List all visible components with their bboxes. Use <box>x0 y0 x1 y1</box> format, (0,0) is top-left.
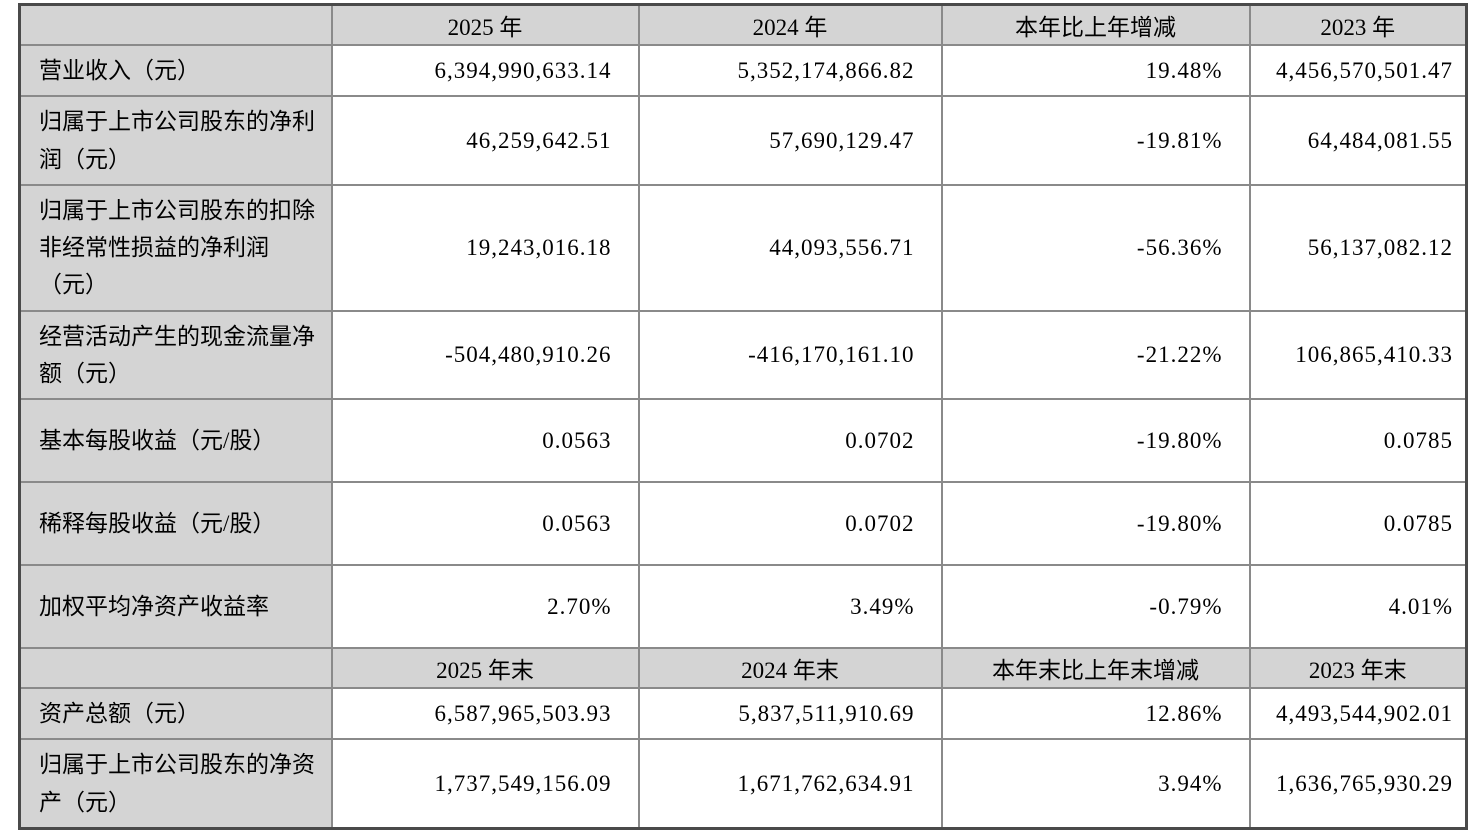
row-label: 归属于上市公司股东的净资产（元） <box>18 738 333 830</box>
value-2025: 6,587,965,503.93 <box>330 686 640 741</box>
row-basic-eps: 基本每股收益（元/股） 0.0563 0.0702 -19.80% 0.0785 <box>18 398 1468 483</box>
value-2023: 64,484,081.55 <box>1248 95 1468 186</box>
corner-cell <box>18 3 333 46</box>
value-2025: 0.0563 <box>330 398 640 483</box>
value-2023: 4.01% <box>1248 564 1468 649</box>
row-operating-cash-flow: 经营活动产生的现金流量净额（元） -504,480,910.26 -416,17… <box>18 309 1468 400</box>
value-change: 12.86% <box>940 686 1251 741</box>
value-2023: 4,456,570,501.47 <box>1248 43 1468 98</box>
value-2024: 3.49% <box>637 564 943 649</box>
row-label: 营业收入（元） <box>18 43 333 98</box>
row-label: 加权平均净资产收益率 <box>18 564 333 649</box>
value-2024: 5,352,174,866.82 <box>637 43 943 98</box>
row-net-assets-attributable: 归属于上市公司股东的净资产（元） 1,737,549,156.09 1,671,… <box>18 738 1468 830</box>
row-label: 资产总额（元） <box>18 686 333 741</box>
value-2025: 19,243,016.18 <box>330 183 640 312</box>
value-change: -19.80% <box>940 481 1251 566</box>
col-header-2025-end: 2025 年末 <box>330 647 640 689</box>
value-2024: 0.0702 <box>637 481 943 566</box>
value-2025: -504,480,910.26 <box>330 309 640 400</box>
row-label: 归属于上市公司股东的扣除非经常性损益的净利润（元） <box>18 183 333 312</box>
value-change: -19.80% <box>940 398 1251 483</box>
header-row-annual: 2025 年 2024 年 本年比上年增减 2023 年 <box>18 3 1468 46</box>
row-weighted-avg-roe: 加权平均净资产收益率 2.70% 3.49% -0.79% 4.01% <box>18 564 1468 649</box>
value-2024: -416,170,161.10 <box>637 309 943 400</box>
value-2024: 57,690,129.47 <box>637 95 943 186</box>
value-2024: 0.0702 <box>637 398 943 483</box>
value-change: -19.81% <box>940 95 1251 186</box>
value-2023: 4,493,544,902.01 <box>1248 686 1468 741</box>
row-net-profit-attributable: 归属于上市公司股东的净利润（元） 46,259,642.51 57,690,12… <box>18 95 1468 186</box>
value-2024: 44,093,556.71 <box>637 183 943 312</box>
value-change: -21.22% <box>940 309 1251 400</box>
col-header-2023: 2023 年 <box>1248 3 1468 46</box>
value-2025: 46,259,642.51 <box>330 95 640 186</box>
value-2025: 2.70% <box>330 564 640 649</box>
value-2025: 1,737,549,156.09 <box>330 738 640 830</box>
col-header-2023-end: 2023 年末 <box>1248 647 1468 689</box>
value-change: 3.94% <box>940 738 1251 830</box>
col-header-yoy-change: 本年比上年增减 <box>940 3 1251 46</box>
value-2023: 106,865,410.33 <box>1248 309 1468 400</box>
value-2023: 0.0785 <box>1248 398 1468 483</box>
value-change: -0.79% <box>940 564 1251 649</box>
value-2023: 56,137,082.12 <box>1248 183 1468 312</box>
value-2025: 6,394,990,633.14 <box>330 43 640 98</box>
row-label: 经营活动产生的现金流量净额（元） <box>18 309 333 400</box>
row-label: 基本每股收益（元/股） <box>18 398 333 483</box>
row-operating-revenue: 营业收入（元） 6,394,990,633.14 5,352,174,866.8… <box>18 43 1468 98</box>
col-header-2024: 2024 年 <box>637 3 943 46</box>
value-2025: 0.0563 <box>330 481 640 566</box>
row-net-profit-excl-nonrecurring: 归属于上市公司股东的扣除非经常性损益的净利润（元） 19,243,016.18 … <box>18 183 1468 312</box>
row-total-assets: 资产总额（元） 6,587,965,503.93 5,837,511,910.6… <box>18 686 1468 741</box>
row-diluted-eps: 稀释每股收益（元/股） 0.0563 0.0702 -19.80% 0.0785 <box>18 481 1468 566</box>
value-2024: 5,837,511,910.69 <box>637 686 943 741</box>
header-row-period-end: 2025 年末 2024 年末 本年末比上年末增减 2023 年末 <box>18 647 1468 689</box>
col-header-2024-end: 2024 年末 <box>637 647 943 689</box>
value-change: -56.36% <box>940 183 1251 312</box>
corner-cell <box>18 647 333 689</box>
row-label: 归属于上市公司股东的净利润（元） <box>18 95 333 186</box>
value-2024: 1,671,762,634.91 <box>637 738 943 830</box>
col-header-2025: 2025 年 <box>330 3 640 46</box>
value-change: 19.48% <box>940 43 1251 98</box>
value-2023: 1,636,765,930.29 <box>1248 738 1468 830</box>
value-2023: 0.0785 <box>1248 481 1468 566</box>
financial-summary-table: 2025 年 2024 年 本年比上年增减 2023 年 营业收入（元） 6,3… <box>18 3 1468 830</box>
col-header-yoy-end-change: 本年末比上年末增减 <box>940 647 1251 689</box>
row-label: 稀释每股收益（元/股） <box>18 481 333 566</box>
